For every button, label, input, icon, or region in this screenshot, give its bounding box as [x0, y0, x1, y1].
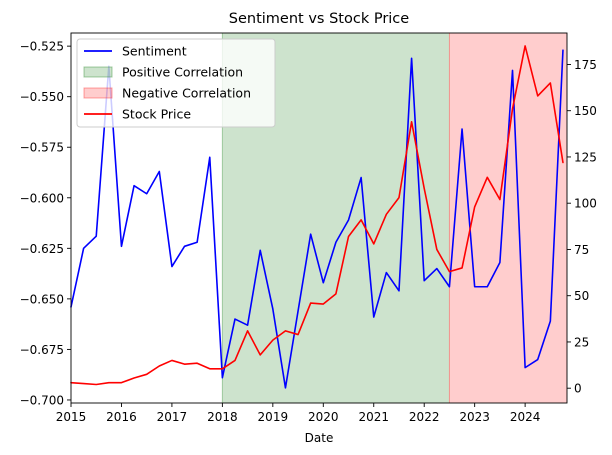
y-left-tick-label: −0.525: [20, 40, 64, 54]
y-right-tick-label: 25: [574, 335, 589, 349]
tick-labels: 2015 2016 2017 2018 2019 2020 2021 2022 2023 2024…: [20, 40, 597, 424]
legend-label: Stock Price: [122, 107, 191, 122]
series-line-sentiment: [70, 49, 564, 389]
x-tick-label: 2016: [106, 410, 137, 424]
y-left-tick-label: −0.625: [20, 242, 64, 256]
legend-label: Sentiment: [122, 44, 187, 59]
x-tick-label: 2020: [308, 410, 339, 424]
y-left-tick-label: −0.550: [20, 90, 64, 104]
legend-entry-negative-correlation: Negative Correlation: [83, 86, 251, 101]
legend-entry-positive-correlation: Positive Correlation: [83, 65, 243, 80]
y-right-tick-label: 50: [574, 289, 589, 303]
legend-entry-stock-price: Stock Price: [84, 107, 191, 122]
legend-label: Positive Correlation: [122, 65, 243, 80]
legend-swatch-patch: [83, 87, 113, 99]
x-tick-label: 2015: [56, 410, 87, 424]
x-tick-label: 2023: [459, 410, 490, 424]
x-tick-label: 2022: [409, 410, 440, 424]
y-left-tick-label: −0.600: [20, 191, 64, 205]
legend-entry-sentiment: Sentiment: [84, 44, 187, 59]
x-tick-label: 2021: [358, 410, 389, 424]
legend-label: Negative Correlation: [122, 86, 251, 101]
x-tick-label: 2017: [157, 410, 188, 424]
plot-frame: [70, 32, 568, 404]
y-right-tick-label: 0: [574, 382, 582, 396]
legend: Sentiment Positive Correlation Negative Co…: [76, 38, 276, 128]
y-left-tick-label: −0.575: [20, 141, 64, 155]
axes: [67, 32, 571, 407]
y-right-tick-label: 75: [574, 243, 589, 257]
series-line-stock-price: [70, 45, 564, 386]
y-right-tick-label: 150: [574, 104, 597, 118]
y-right-tick-label: 100: [574, 197, 597, 211]
y-right-tick-label: 175: [574, 58, 597, 72]
series-lines: [70, 45, 564, 389]
chart-title: Sentiment vs Stock Price: [229, 11, 409, 27]
span-negative-correlation: [449, 33, 567, 403]
y-left-tick-label: −0.650: [20, 292, 64, 306]
x-axis-label: Date: [305, 431, 334, 445]
y-right-tick-label: 125: [574, 150, 597, 164]
y-left-tick-label: −0.675: [20, 343, 64, 357]
legend-swatch-patch: [83, 66, 113, 78]
x-tick-label: 2018: [207, 410, 238, 424]
legend-box: [76, 38, 276, 128]
y-left-tick-label: −0.700: [20, 393, 64, 407]
x-tick-label: 2019: [258, 410, 289, 424]
x-tick-label: 2024: [510, 410, 541, 424]
